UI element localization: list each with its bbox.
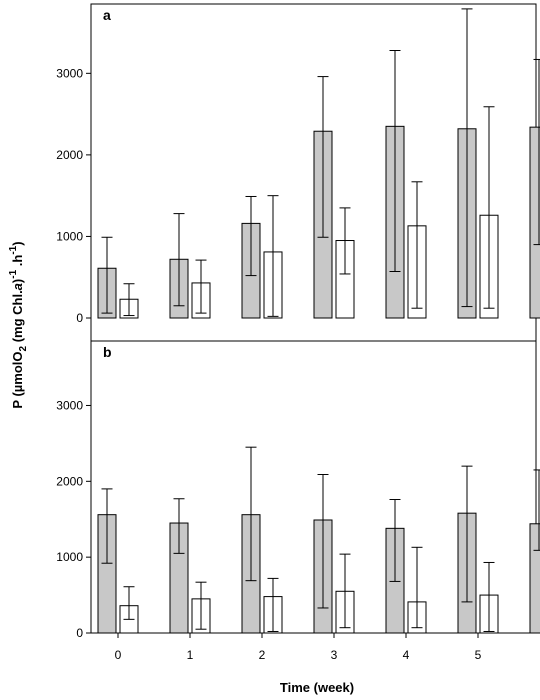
y-tick-label: 3000 — [56, 66, 83, 80]
x-tick-label: 4 — [403, 648, 410, 662]
y-tick-label: 1000 — [56, 550, 83, 564]
y-tick-label: 0 — [76, 311, 83, 325]
panel-label: b — [103, 344, 112, 360]
x-tick-label: 1 — [187, 648, 194, 662]
y-tick-label: 0 — [76, 626, 83, 640]
panel-b: b01000200030000123456 — [56, 344, 540, 662]
y-tick-label: 2000 — [56, 474, 83, 488]
y-tick-label: 3000 — [56, 398, 83, 412]
x-axis-title: Time (week) — [280, 680, 354, 695]
panel-label: a — [103, 7, 111, 23]
x-tick-label: 0 — [115, 648, 122, 662]
y-tick-label: 1000 — [56, 229, 83, 243]
x-tick-label: 5 — [475, 648, 482, 662]
panel-a: a 0 1000 2000 3000 — [56, 7, 540, 325]
x-tick-label: 3 — [331, 648, 338, 662]
panels: a0100020003000b01000200030000123456 — [56, 3, 540, 662]
y-tick-label: 2000 — [56, 148, 83, 162]
y-axis-title: P (µmolO2 (mg Chl.a)-1 .h-1) — [8, 241, 29, 408]
x-tick-label: 2 — [259, 648, 266, 662]
